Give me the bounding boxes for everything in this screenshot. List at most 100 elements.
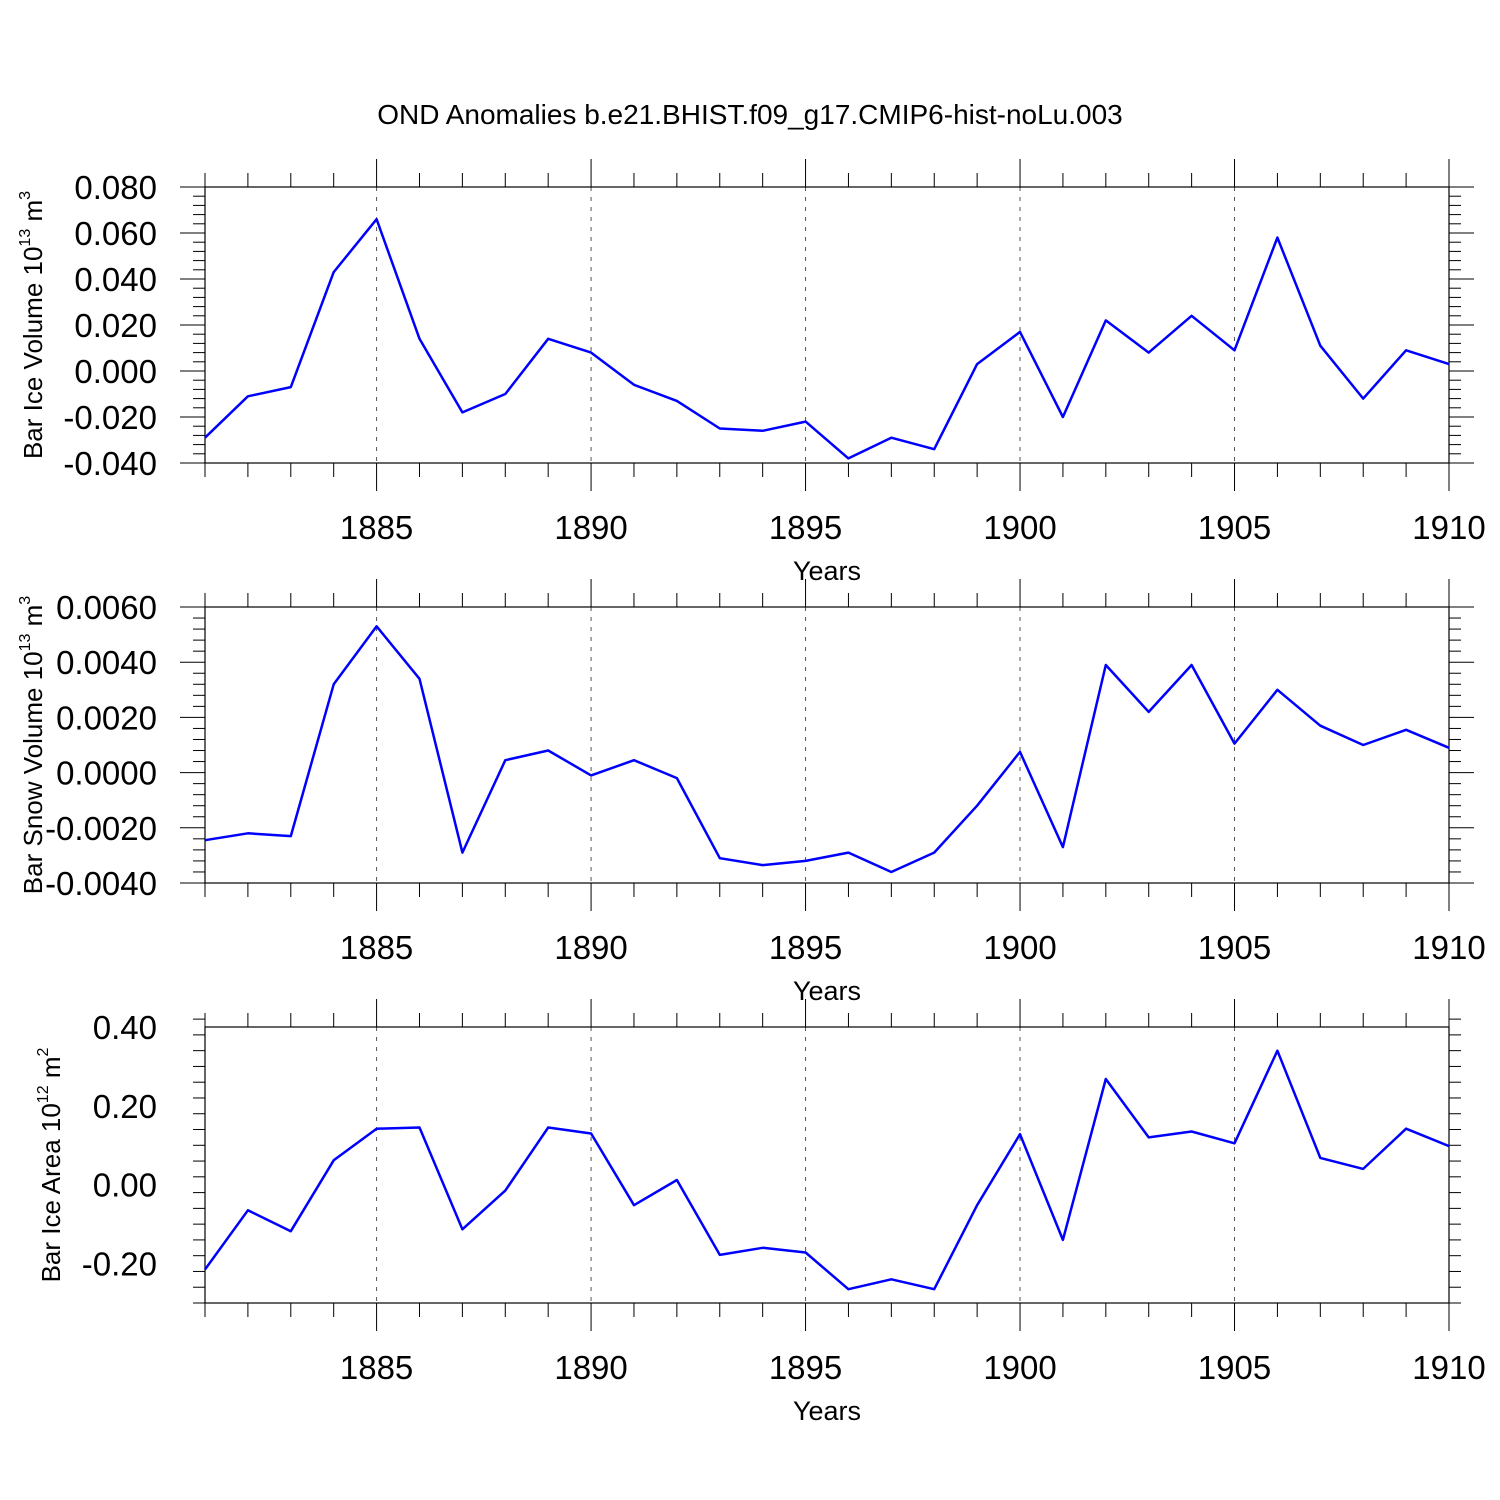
data-point xyxy=(289,834,293,838)
data-point xyxy=(1233,1141,1237,1145)
data-point xyxy=(375,1127,379,1131)
x-tick-label: 1900 xyxy=(983,929,1056,966)
data-point xyxy=(503,392,507,396)
data-point xyxy=(203,436,207,440)
data-point xyxy=(375,217,379,221)
y-tick-label: -0.0040 xyxy=(45,865,157,902)
data-point xyxy=(846,851,850,855)
panel-2: 1885 1890 1895 1900 1905 1910 Years -0.0040 -0.0… xyxy=(17,579,1486,1006)
data-point xyxy=(332,270,336,274)
data-point xyxy=(1275,236,1279,240)
data-point xyxy=(546,1126,550,1130)
series-line xyxy=(204,217,1450,460)
data-point xyxy=(632,383,636,387)
data-point xyxy=(1404,728,1408,732)
y-tick-label: -0.040 xyxy=(63,445,157,482)
data-point xyxy=(1318,1156,1322,1160)
data-point xyxy=(589,351,593,355)
data-point xyxy=(332,682,336,686)
data-point xyxy=(1361,1167,1365,1171)
x-tick-label: 1890 xyxy=(554,509,627,546)
x-axis-title: Years xyxy=(793,976,861,1006)
data-point xyxy=(1147,710,1151,714)
data-point xyxy=(1018,330,1022,334)
series-line xyxy=(203,1049,1450,1291)
x-tick-label: 1900 xyxy=(983,509,1056,546)
y-tick-label: 0.000 xyxy=(74,353,157,390)
data-point xyxy=(460,851,464,855)
data-point xyxy=(675,399,679,403)
data-point xyxy=(675,776,679,780)
data-point xyxy=(889,870,893,874)
y-axis-title: Bar Ice Area 1012 m2 xyxy=(35,1047,66,1282)
panel-1: 1885 1890 1895 1900 1905 1910 Years -0.040 -0.02… xyxy=(17,159,1486,586)
data-point xyxy=(975,804,979,808)
x-tick-label: 1900 xyxy=(983,1349,1056,1386)
plot-frame xyxy=(204,186,1450,464)
data-point xyxy=(975,1203,979,1207)
x-tick-label: 1885 xyxy=(340,929,413,966)
data-point xyxy=(1147,1135,1151,1139)
data-point xyxy=(289,385,293,389)
data-point xyxy=(1190,1129,1194,1133)
data-point xyxy=(1318,344,1322,348)
x-tick-label: 1890 xyxy=(554,1349,627,1386)
data-point xyxy=(203,1267,207,1271)
x-tick-label: 1905 xyxy=(1198,509,1271,546)
data-point xyxy=(761,1246,765,1250)
data-point xyxy=(804,1251,808,1255)
y-tick-label: 0.0020 xyxy=(56,699,157,736)
y-axis-title: Bar Ice Volume 1013 m3 xyxy=(17,191,48,459)
data-point xyxy=(460,410,464,414)
y-tick-label: 0.040 xyxy=(74,261,157,298)
x-tick-label: 1885 xyxy=(340,1349,413,1386)
data-point xyxy=(246,831,250,835)
data-point xyxy=(246,394,250,398)
data-point xyxy=(417,1126,421,1130)
y-tick-label: -0.20 xyxy=(82,1246,157,1283)
x-tick-label: 1905 xyxy=(1198,1349,1271,1386)
data-point xyxy=(761,429,765,433)
y-tick-label: 0.020 xyxy=(74,307,157,344)
data-point xyxy=(1018,1132,1022,1136)
data-point xyxy=(1104,663,1108,667)
data-point xyxy=(1404,348,1408,352)
data-point xyxy=(417,677,421,681)
x-tick-label: 1895 xyxy=(769,929,842,966)
x-tick-label: 1905 xyxy=(1198,929,1271,966)
data-point xyxy=(675,1178,679,1182)
data-point xyxy=(503,1189,507,1193)
panels: 1885 1890 1895 1900 1905 1910 Years -0.040 -0.02… xyxy=(17,159,1486,1426)
data-point xyxy=(332,1158,336,1162)
data-point xyxy=(1233,742,1237,746)
data-point xyxy=(1061,1238,1065,1242)
data-point xyxy=(375,624,379,628)
data-point xyxy=(1275,688,1279,692)
data-point xyxy=(203,838,207,842)
y-tick-label: 0.0000 xyxy=(56,755,157,792)
data-point xyxy=(1361,743,1365,747)
data-point xyxy=(1018,750,1022,754)
data-point xyxy=(1061,845,1065,849)
data-point xyxy=(632,758,636,762)
data-point xyxy=(975,362,979,366)
data-point xyxy=(889,1277,893,1281)
chart-title: OND Anomalies b.e21.BHIST.f09_g17.CMIP6-… xyxy=(377,99,1123,130)
data-point xyxy=(804,420,808,424)
data-point xyxy=(1447,746,1451,750)
y-tick-label: 0.40 xyxy=(93,1009,157,1046)
plot-frame xyxy=(204,606,1450,884)
data-point xyxy=(932,447,936,451)
data-point xyxy=(546,337,550,341)
data-point xyxy=(632,1203,636,1207)
x-tick-label: 1885 xyxy=(340,509,413,546)
data-point xyxy=(718,427,722,431)
data-point xyxy=(932,851,936,855)
x-tick-label: 1890 xyxy=(554,929,627,966)
y-tick-label: 0.0060 xyxy=(56,589,157,626)
data-point xyxy=(1190,314,1194,318)
y-tick-label: 0.20 xyxy=(93,1088,157,1125)
y-tick-label: 0.080 xyxy=(74,169,157,206)
data-point xyxy=(718,856,722,860)
data-point xyxy=(289,1229,293,1233)
